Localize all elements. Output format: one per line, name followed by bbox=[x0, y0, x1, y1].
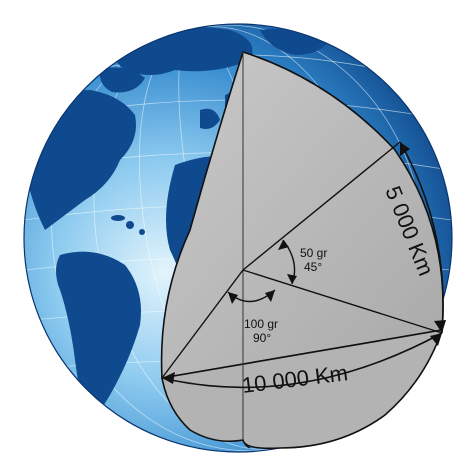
angle-small-deg: 45° bbox=[304, 260, 322, 274]
radius-to-equator bbox=[242, 269, 443, 334]
dimension-10000 bbox=[161, 332, 443, 389]
angle-large-deg: 90° bbox=[253, 331, 271, 345]
section-lower-lobe bbox=[161, 328, 444, 450]
radii bbox=[161, 141, 443, 379]
radius-to-45 bbox=[242, 141, 401, 271]
dimension-5000 bbox=[399, 141, 446, 334]
radius-to-left bbox=[161, 269, 244, 379]
angle-large-gr: 100 gr bbox=[244, 317, 278, 331]
angle-arcs bbox=[227, 239, 297, 304]
angle-small-gr: 50 gr bbox=[300, 246, 327, 260]
